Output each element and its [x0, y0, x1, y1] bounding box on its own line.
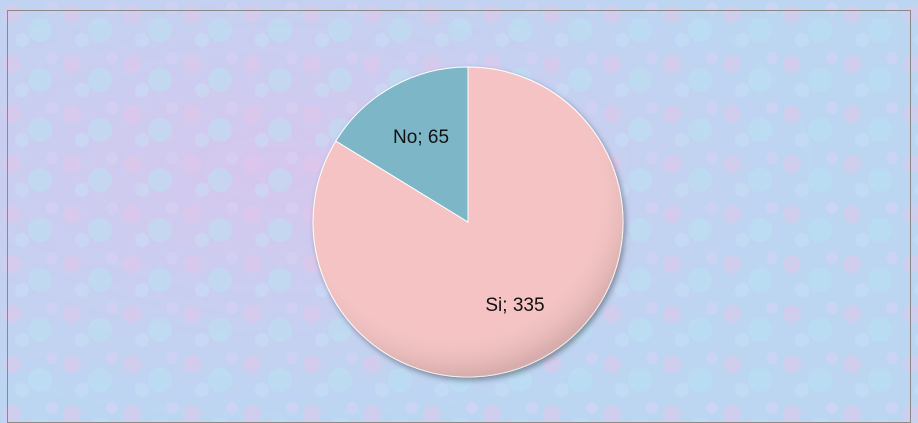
data-label: No; 65 — [393, 127, 449, 148]
data-label: Si; 335 — [485, 295, 544, 316]
pie — [312, 66, 624, 378]
